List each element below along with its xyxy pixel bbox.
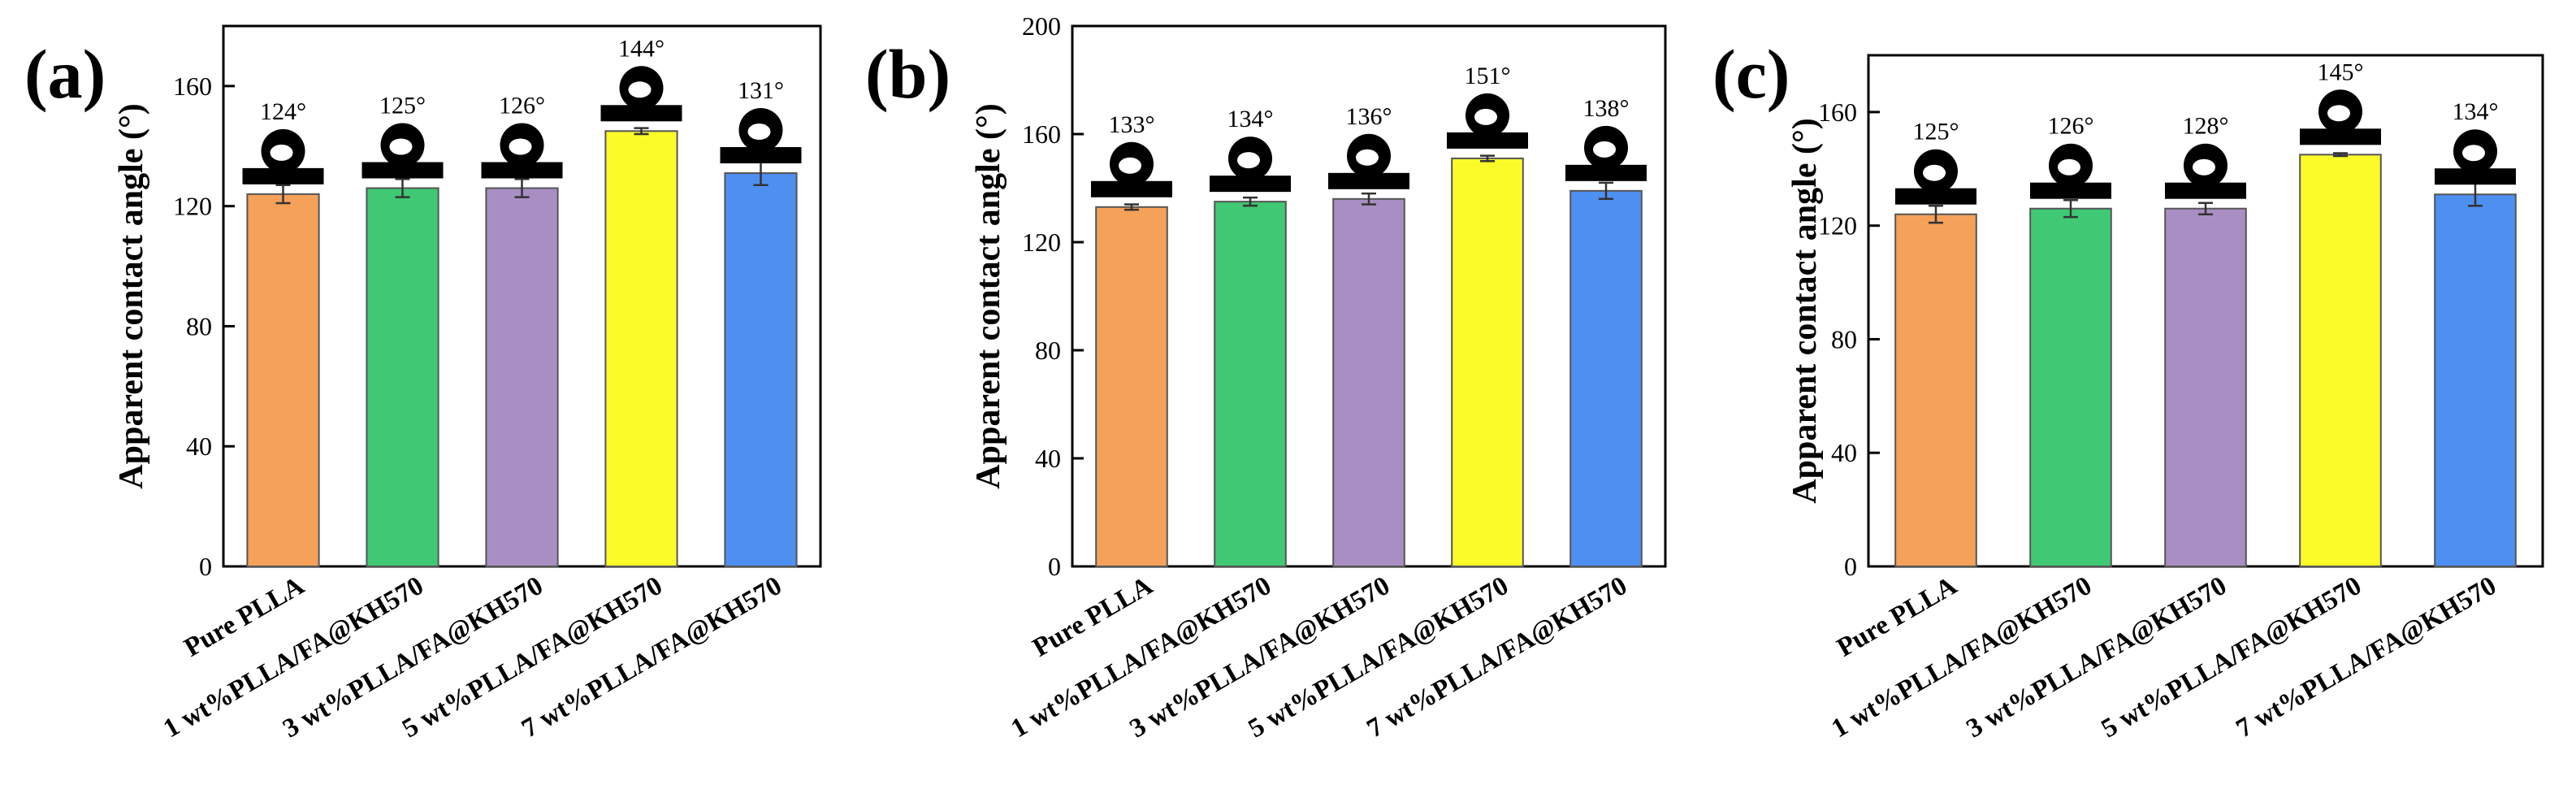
bar-5 bbox=[1569, 189, 1643, 567]
y-tick-label: 80 bbox=[1831, 324, 1857, 353]
panel-label: (a) bbox=[24, 35, 106, 113]
droplet-highlight bbox=[509, 138, 532, 155]
data-label: 138° bbox=[1583, 95, 1630, 122]
droplet-highlight bbox=[2193, 158, 2215, 176]
bar-1 bbox=[1095, 206, 1168, 567]
y-tick-label: 120 bbox=[173, 192, 212, 221]
bar-2 bbox=[366, 187, 439, 567]
bar-3 bbox=[1332, 197, 1405, 568]
bar-1 bbox=[246, 193, 320, 567]
droplet-substrate bbox=[1895, 188, 1976, 205]
y-tick-label: 160 bbox=[1022, 119, 1061, 149]
y-tick-label: 40 bbox=[186, 432, 212, 461]
panel-label: (b) bbox=[865, 35, 950, 113]
y-tick-label: 40 bbox=[1831, 438, 1857, 467]
droplet-highlight bbox=[270, 144, 293, 161]
y-tick-label: 120 bbox=[1818, 211, 1857, 241]
y-tick-label: 160 bbox=[173, 72, 212, 101]
data-label: 126° bbox=[2048, 113, 2094, 140]
droplet-substrate bbox=[1447, 132, 1528, 149]
bar-2 bbox=[2029, 207, 2112, 567]
chart-panel-2: (b) 0 40 80 120 160 200 Apparent contact angle … bbox=[865, 11, 1667, 744]
data-label: 125° bbox=[379, 93, 426, 119]
category-label: 7 wt%PLLA/FA@KH570 bbox=[2232, 571, 2501, 744]
y-axis-label: Apparent contact angle (°) bbox=[1786, 118, 1824, 503]
y-tick-label: 0 bbox=[1844, 552, 1857, 581]
y-axis-label: Apparent contact angle (°) bbox=[113, 103, 150, 488]
bar-1 bbox=[1894, 213, 1977, 567]
data-label: 131° bbox=[738, 77, 784, 104]
data-label: 124° bbox=[260, 98, 306, 125]
droplet-substrate bbox=[1210, 176, 1291, 193]
droplet-highlight bbox=[628, 81, 652, 98]
droplet-highlight bbox=[747, 124, 771, 141]
y-tick-label: 160 bbox=[1818, 98, 1857, 127]
droplet-substrate bbox=[2300, 128, 2381, 145]
y-tick-label: 120 bbox=[1022, 228, 1061, 257]
chart-panel-1: (a) 0 40 80 120 160 Apparent contact angle (°)… bbox=[24, 24, 822, 744]
droplet-highlight bbox=[1474, 108, 1497, 125]
droplet-substrate bbox=[362, 162, 444, 179]
y-axis-label: Apparent contact angle (°) bbox=[970, 103, 1007, 488]
data-label: 151° bbox=[1465, 63, 1511, 89]
data-label: 134° bbox=[2453, 98, 2499, 125]
bar-2 bbox=[1214, 201, 1287, 567]
category-label: Pure PLLA bbox=[1832, 571, 1962, 663]
droplet-highlight bbox=[1119, 157, 1141, 174]
data-label: 136° bbox=[1346, 103, 1392, 130]
bar-3 bbox=[2164, 207, 2247, 567]
bar-4 bbox=[604, 130, 678, 568]
droplet-substrate bbox=[1565, 164, 1647, 181]
droplet-highlight bbox=[2327, 105, 2350, 122]
data-label: 134° bbox=[1227, 106, 1274, 132]
droplet-highlight bbox=[1237, 152, 1260, 169]
bar-5 bbox=[724, 172, 798, 567]
panel-label: (c) bbox=[1712, 35, 1790, 113]
droplet-substrate bbox=[481, 162, 563, 179]
data-label: 125° bbox=[1913, 119, 1959, 145]
y-tick-label: 40 bbox=[1035, 444, 1061, 473]
bar-5 bbox=[2434, 193, 2517, 567]
droplet-highlight bbox=[2462, 145, 2485, 162]
droplet-substrate bbox=[242, 167, 324, 184]
droplet-substrate bbox=[1091, 180, 1172, 197]
data-label: 128° bbox=[2183, 113, 2229, 140]
droplet-highlight bbox=[1593, 141, 1616, 158]
droplet-highlight bbox=[1356, 149, 1379, 166]
droplet-substrate bbox=[1328, 172, 1409, 189]
droplet-substrate bbox=[720, 147, 802, 164]
data-label: 144° bbox=[618, 35, 665, 62]
droplet-highlight bbox=[389, 138, 413, 155]
y-tick-label: 80 bbox=[1035, 336, 1061, 365]
y-tick-label: 0 bbox=[1048, 552, 1061, 581]
bar-4 bbox=[1451, 157, 1524, 568]
droplet-highlight bbox=[2058, 158, 2080, 176]
data-label: 133° bbox=[1109, 111, 1155, 138]
data-label: 126° bbox=[499, 93, 545, 119]
bar-4 bbox=[2299, 154, 2382, 568]
droplet-substrate bbox=[2030, 182, 2111, 199]
data-label: 145° bbox=[2318, 59, 2364, 85]
y-tick-label: 80 bbox=[186, 311, 212, 340]
y-tick-label: 200 bbox=[1022, 11, 1061, 41]
droplet-highlight bbox=[1923, 164, 1946, 181]
droplet-substrate bbox=[2165, 182, 2246, 199]
droplet-substrate bbox=[600, 105, 682, 122]
bar-3 bbox=[485, 187, 559, 567]
droplet-substrate bbox=[2435, 168, 2516, 185]
y-tick-label: 0 bbox=[199, 552, 212, 581]
